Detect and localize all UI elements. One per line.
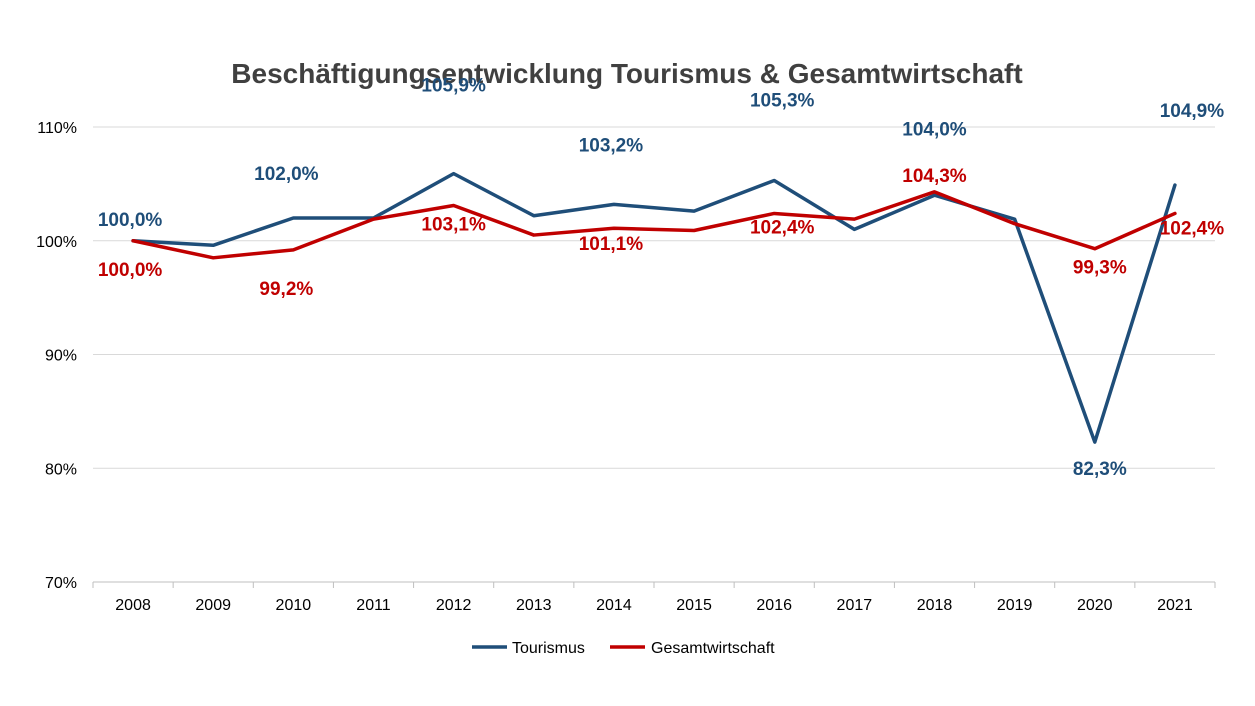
data-label-tourismus: 82,3% bbox=[1073, 459, 1127, 480]
x-tick-label: 2017 bbox=[837, 597, 873, 614]
data-label-gesamtwirtschaft: 103,1% bbox=[421, 214, 486, 235]
x-tick-label: 2014 bbox=[596, 597, 632, 614]
x-tick-label: 2015 bbox=[676, 597, 712, 614]
legend-label: Tourismus bbox=[512, 640, 585, 657]
data-label-gesamtwirtschaft: 102,4% bbox=[1160, 218, 1225, 239]
y-tick-label: 80% bbox=[45, 461, 77, 478]
data-labels: 100,0% 102,0% 105,9% 103,2% 105,3% 104,0% 82,3… bbox=[98, 76, 1224, 480]
data-label-tourismus: 104,9% bbox=[1160, 101, 1225, 122]
x-tick-label: 2010 bbox=[276, 597, 312, 614]
chart-title: Beschäftigungsentwicklung Tourismus & Ge… bbox=[231, 58, 1022, 89]
y-tick-label: 100% bbox=[36, 234, 77, 251]
x-tick-label: 2019 bbox=[997, 597, 1033, 614]
data-label-tourismus: 105,9% bbox=[421, 76, 486, 97]
legend: Tourismus Gesamtwirtschaft bbox=[472, 640, 775, 657]
data-label-gesamtwirtschaft: 104,3% bbox=[902, 166, 967, 187]
data-label-gesamtwirtschaft: 101,1% bbox=[579, 234, 644, 255]
legend-item-gesamtwirtschaft: Gesamtwirtschaft bbox=[610, 640, 775, 657]
y-tick-label: 110% bbox=[37, 120, 77, 137]
x-tick-label: 2016 bbox=[756, 597, 792, 614]
x-tick-label: 2011 bbox=[356, 597, 391, 614]
x-tick-label: 2008 bbox=[115, 597, 151, 614]
data-label-tourismus: 103,2% bbox=[579, 135, 644, 156]
legend-label: Gesamtwirtschaft bbox=[651, 640, 775, 657]
x-tick-label: 2013 bbox=[516, 597, 552, 614]
gridlines bbox=[93, 126, 1215, 469]
data-label-gesamtwirtschaft: 102,4% bbox=[750, 217, 815, 238]
y-tick-label: 90% bbox=[45, 348, 77, 365]
data-label-tourismus: 102,0% bbox=[254, 164, 319, 185]
x-axis: 2008 2009 2010 2011 2012 2013 2014 2015 2016 2017… bbox=[92, 581, 1216, 614]
data-label-gesamtwirtschaft: 100,0% bbox=[98, 260, 163, 281]
x-tick-label: 2012 bbox=[436, 597, 472, 614]
data-label-gesamtwirtschaft: 99,2% bbox=[259, 279, 313, 300]
x-tick-label: 2009 bbox=[195, 597, 231, 614]
y-tick-label: 70% bbox=[45, 575, 77, 592]
data-label-tourismus: 100,0% bbox=[98, 210, 163, 231]
series-line-tourismus bbox=[131, 171, 1177, 444]
y-axis-ticks: 70% 80% 90% 100% 110% bbox=[36, 120, 77, 592]
x-tick-label: 2020 bbox=[1077, 597, 1113, 614]
data-label-tourismus: 105,3% bbox=[750, 90, 815, 111]
series-line-gesamtwirtschaft bbox=[131, 190, 1177, 260]
series-lines bbox=[131, 171, 1177, 444]
data-label-gesamtwirtschaft: 99,3% bbox=[1073, 258, 1127, 279]
data-label-tourismus: 104,0% bbox=[902, 119, 967, 140]
legend-item-tourismus: Tourismus bbox=[472, 640, 585, 657]
x-tick-label: 2018 bbox=[917, 597, 953, 614]
x-tick-label: 2021 bbox=[1157, 597, 1193, 614]
